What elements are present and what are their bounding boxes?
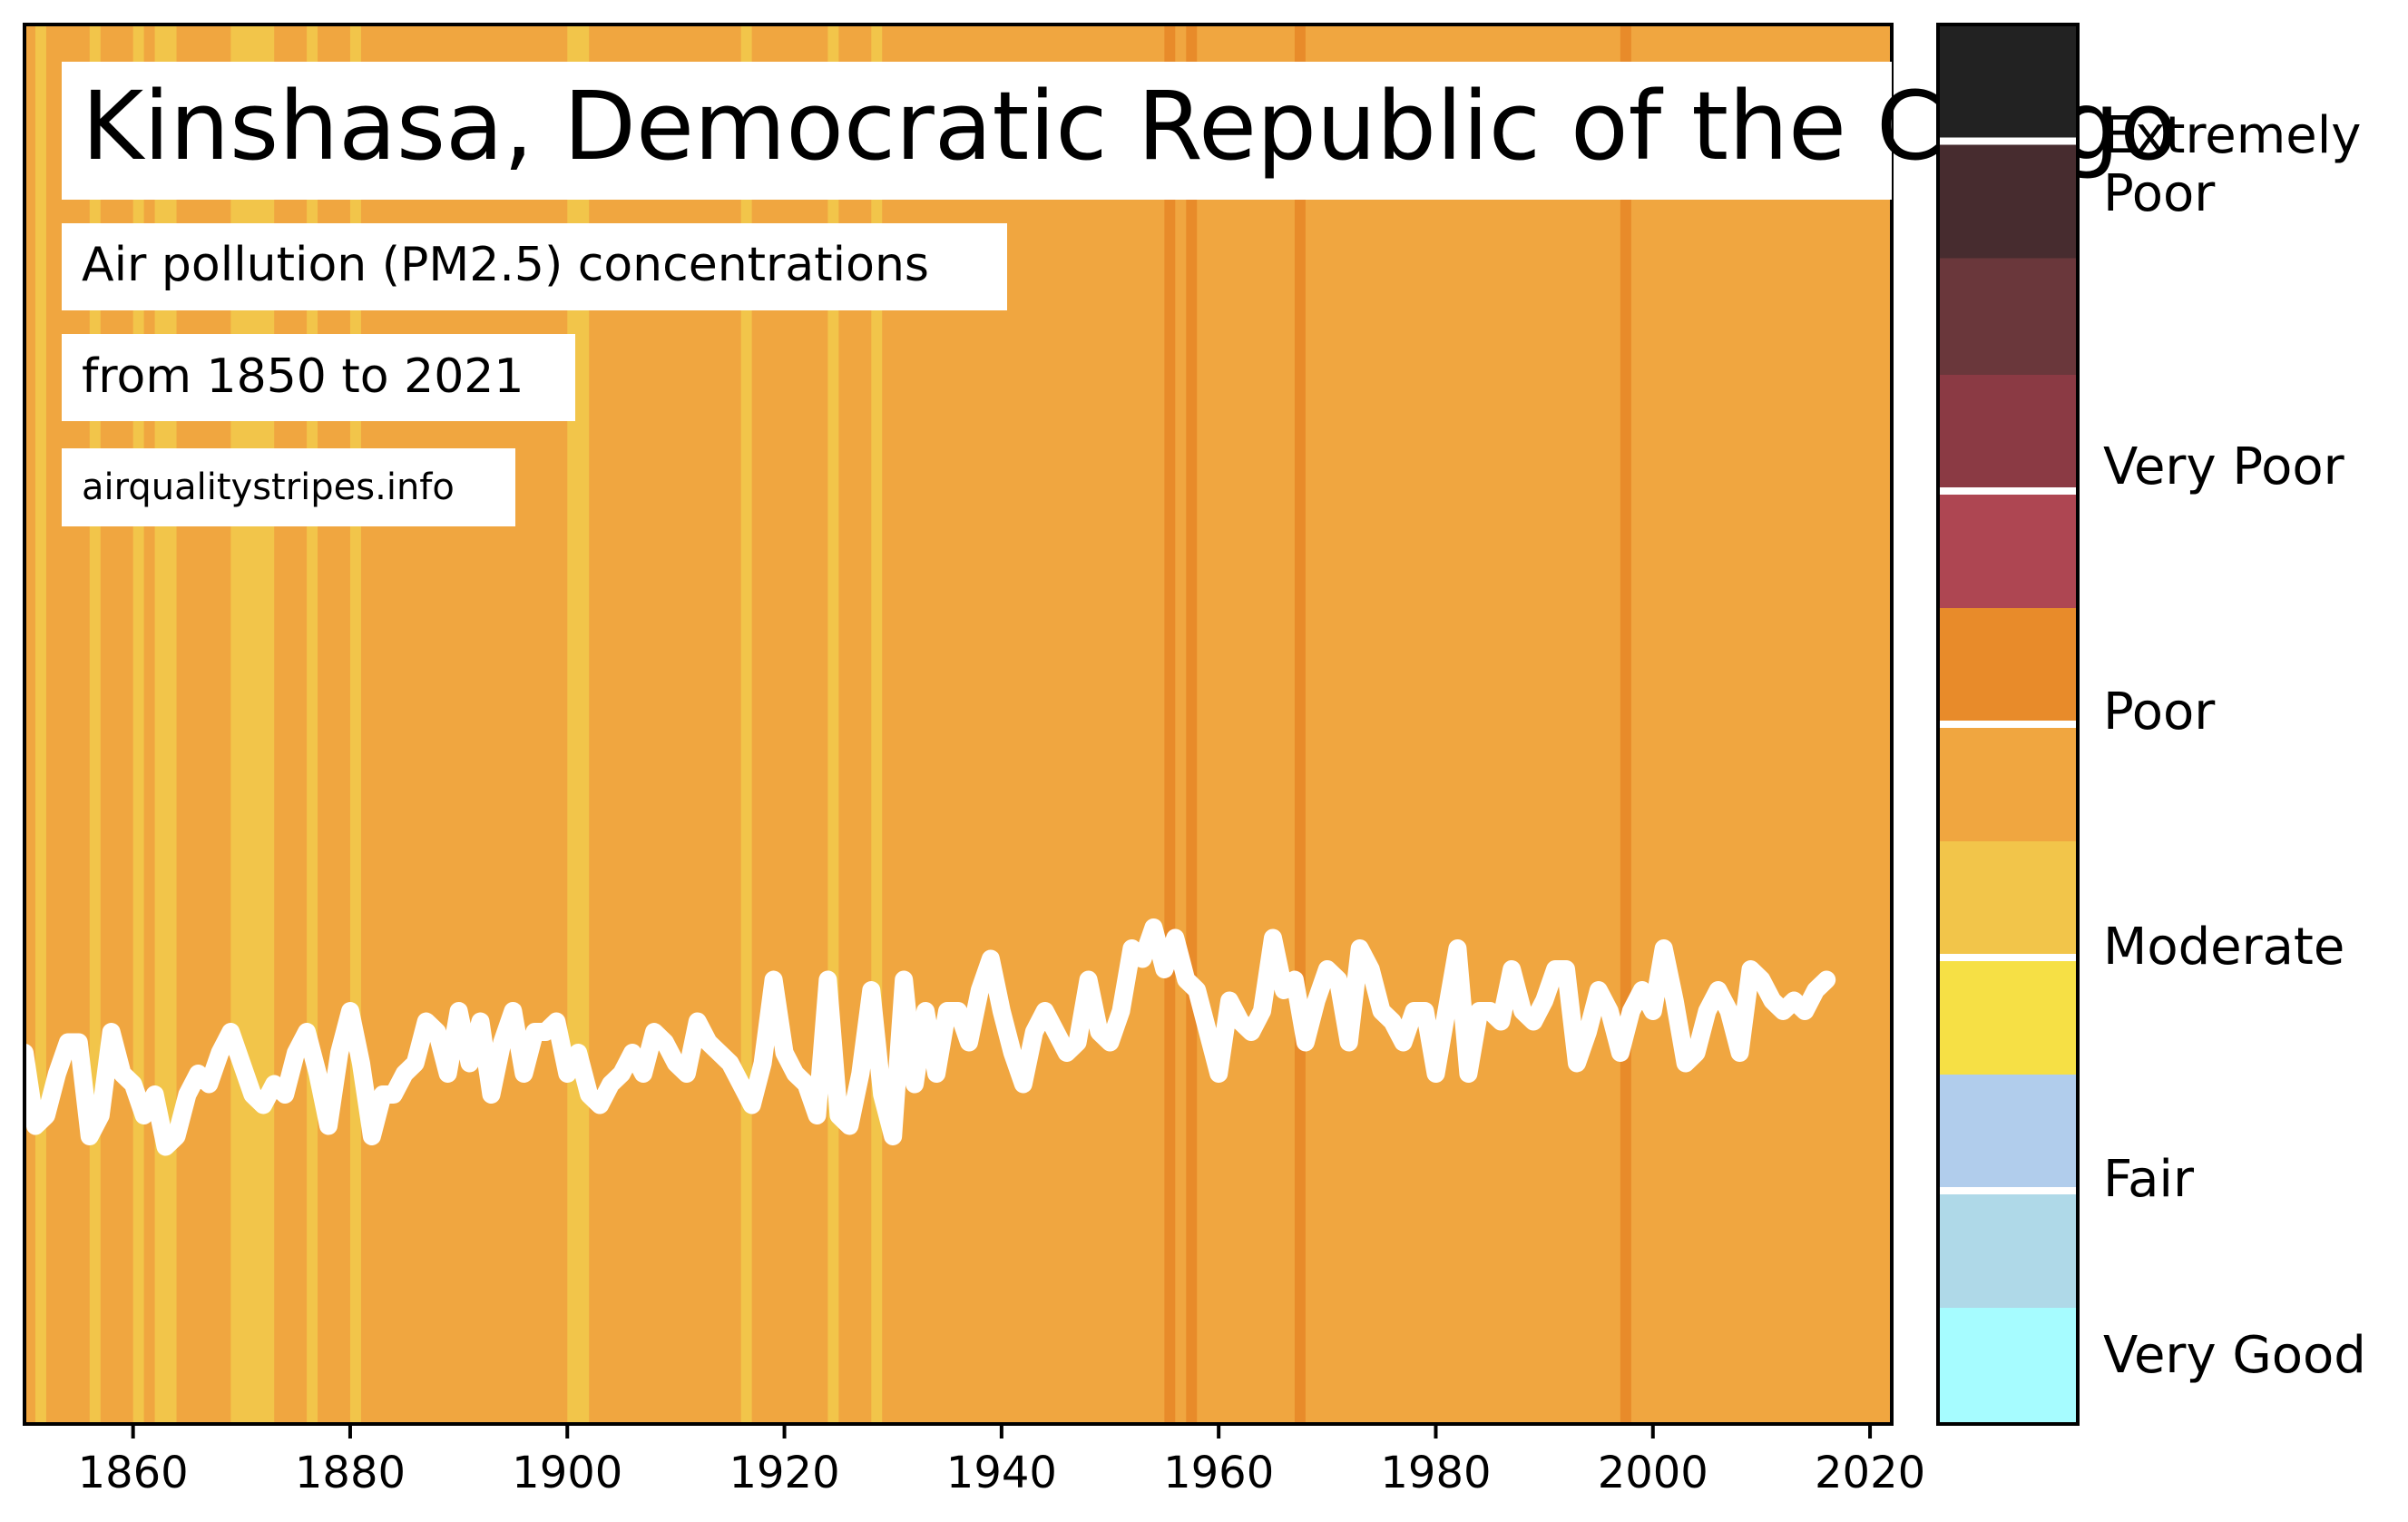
- x-tick-label: 1920: [729, 1448, 839, 1498]
- stripe-1957: [1186, 25, 1198, 1424]
- colorbar-segment: [1938, 1074, 2078, 1192]
- x-tick-label: 1900: [512, 1448, 622, 1498]
- colorbar-label: Poor: [2103, 682, 2216, 741]
- stripe-1955: [1164, 25, 1176, 1424]
- subtitle-box: [62, 223, 1007, 310]
- colorbar-label: Very Good: [2103, 1326, 2366, 1385]
- x-tick-label: 2000: [1598, 1448, 1708, 1498]
- stripe-1916: [740, 25, 752, 1424]
- chart-subtitle: Air pollution (PM2.5) concentrations: [82, 238, 929, 292]
- colorbar-segment: [1938, 840, 2078, 958]
- chart-title: Kinshasa, Democratic Republic of the Con…: [82, 71, 2178, 182]
- colorbar-segment: [1938, 724, 2078, 841]
- stripe-1856: [89, 25, 101, 1424]
- stripe-1876: [307, 25, 318, 1424]
- colorbar-frame: [1936, 23, 2080, 1426]
- x-tick-label: 1940: [946, 1448, 1057, 1498]
- stripe-1880: [349, 25, 361, 1424]
- colorbar-segment: [1938, 957, 2078, 1075]
- x-tick-label: 1860: [78, 1448, 189, 1498]
- colorbar-segment: [1938, 258, 2078, 375]
- stripe-1924: [827, 25, 839, 1424]
- stripe-1928: [871, 25, 883, 1424]
- x-tick-label: 1980: [1380, 1448, 1491, 1498]
- x-tick-label: 2020: [1815, 1448, 1925, 1498]
- colorbar-segment: [1938, 1307, 2078, 1425]
- colorbar-label: Moderate: [2103, 918, 2344, 977]
- source-box: [62, 448, 515, 526]
- colorbar-label: Extremely Poor: [2103, 106, 2361, 223]
- colorbar-segment: [1938, 1191, 2078, 1308]
- stripe-1967: [1294, 25, 1306, 1424]
- colorbar-segment: [1938, 141, 2078, 259]
- stripe-1851: [34, 25, 46, 1424]
- chart-period: from 1850 to 2021: [82, 349, 524, 404]
- line-layer: [24, 918, 1836, 1156]
- colorbar-segment: [1938, 607, 2078, 725]
- colorbar-label: Very Poor: [2103, 437, 2345, 496]
- colorbar: Extremely Poor Very Poor Poor Moderate Fair Ve…: [1936, 23, 2366, 1426]
- title-box: [62, 62, 1892, 200]
- colorbar-segment: [1938, 491, 2078, 608]
- pm25-series-line: [24, 918, 1836, 1156]
- plot-frame: [23, 23, 1894, 1426]
- x-tick-label: 1960: [1163, 1448, 1274, 1498]
- period-box: [62, 334, 575, 421]
- chart-source: airqualitystripes.info: [82, 466, 455, 508]
- colorbar-label: Fair: [2103, 1150, 2195, 1209]
- x-axis: 1860 1880 1900 1920 1940 1960 1980 2000 2020: [78, 1424, 1925, 1498]
- colorbar-segment: [1938, 374, 2078, 492]
- colorbar-segment: [1938, 25, 2078, 142]
- stripe-1997: [1620, 25, 1631, 1424]
- stripe-1860: [132, 25, 144, 1424]
- x-tick-label: 1880: [295, 1448, 406, 1498]
